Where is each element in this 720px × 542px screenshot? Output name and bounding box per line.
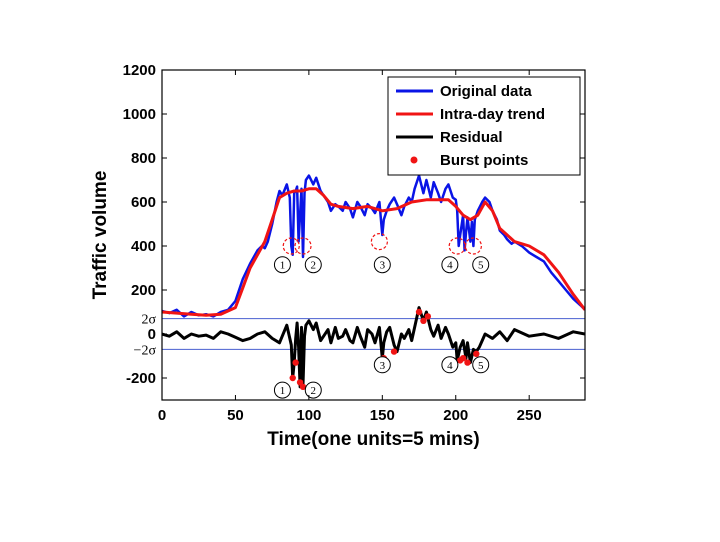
legend-swatch-burst-points (410, 156, 418, 164)
burst-number-label: 5 (478, 260, 484, 272)
y-tick-label: 0 (148, 326, 156, 343)
burst-number-label: 5 (478, 360, 484, 372)
x-tick-label: 0 (158, 407, 166, 424)
legend-label-original-data: Original data (440, 83, 532, 100)
y-tick-label: 600 (131, 194, 156, 211)
y-axis-title: Traffic volume (90, 171, 111, 300)
sigma-lines (162, 318, 585, 350)
burst-number-label: 3 (380, 360, 386, 372)
burst-number-label: 3 (380, 260, 386, 272)
burst-point (299, 383, 307, 390)
burst-point (390, 348, 398, 355)
burst-point (424, 313, 432, 320)
burst-number-circle (472, 356, 490, 374)
legend-box (387, 76, 581, 176)
y-tick-label: 1200 (123, 62, 156, 79)
x-tick-label: 50 (227, 407, 244, 424)
x-axis-title: Time(one units=5 mins) (267, 429, 479, 450)
legend-label-burst-points: Burst points (440, 152, 528, 169)
burst-number-circle (304, 256, 322, 274)
burst-point (459, 355, 467, 362)
y-tick-label: -200 (126, 370, 156, 387)
axes-layer: -200 0 200 400 600 800 1000 1200 0 50 100 150 200 250… (123, 62, 585, 424)
burst-point (473, 350, 480, 357)
plot-frame (161, 69, 586, 401)
burst-number-circle (441, 356, 459, 374)
y-tick-label: 400 (131, 238, 156, 255)
burst-number-label: 1 (280, 385, 286, 397)
x-tick-label: 150 (370, 407, 395, 424)
burst-highlight-circle (370, 233, 388, 251)
burst-point (415, 308, 423, 316)
burst-point (464, 359, 471, 366)
burst-point (292, 359, 299, 366)
series-line-original-data (162, 174, 585, 318)
y-tick-label: 200 (131, 282, 156, 299)
burst-number-circle (472, 256, 490, 274)
burst-number-label: 4 (447, 360, 453, 372)
burst-number-label: 4 (447, 260, 453, 272)
y-tick-label: 800 (131, 150, 156, 167)
burst-number-circle (273, 381, 291, 399)
burst-number-label: 2 (311, 260, 317, 272)
burst-number-label: 1 (280, 260, 286, 272)
burst-highlight-circle (294, 237, 312, 255)
x-tick-label: 200 (443, 407, 468, 424)
burst-highlight-circle (464, 237, 482, 255)
burst-number-circle (304, 381, 322, 399)
burst-number-circle (441, 256, 459, 274)
burst-highlight-circle (282, 237, 300, 255)
burst-point (420, 317, 427, 324)
legend-label-intra-day-trend: Intra-day trend (440, 106, 545, 123)
burst-number-circle (273, 256, 291, 274)
burst-label-layer: 1 1 2 2 3 3 4 4 5 5 (273, 233, 490, 399)
burst-point (289, 374, 296, 382)
series-line-intra-day-trend (162, 187, 585, 317)
burst-number-circle (373, 356, 391, 374)
sigma-minus-label: −2σ (134, 343, 157, 358)
burst-highlight-circle (448, 237, 466, 255)
legend: Original data Intra-day trend Residual Burs… (387, 76, 581, 176)
burst-number-circle (373, 256, 391, 274)
legend-label-residual: Residual (440, 129, 503, 146)
series-line-residual (162, 306, 585, 389)
y-tick-label: 1000 (123, 106, 156, 123)
series-layer (162, 174, 585, 389)
sigma-plus-label: 2σ (141, 313, 156, 328)
burst-number-label: 2 (311, 385, 317, 397)
x-tick-label: 100 (296, 407, 321, 424)
x-tick-label: 250 (517, 407, 542, 424)
